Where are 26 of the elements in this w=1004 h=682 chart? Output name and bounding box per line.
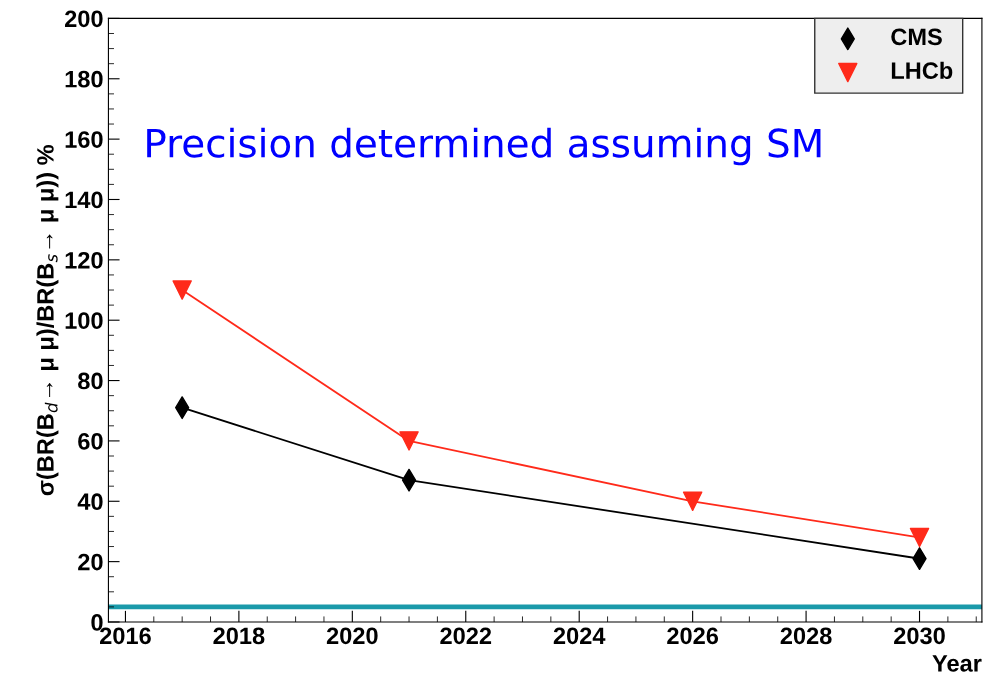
point xyxy=(682,491,703,512)
y-tick-label: 80 xyxy=(78,372,103,390)
x-tick-label: 2024 xyxy=(553,627,606,645)
point xyxy=(172,280,192,300)
legend-label: CMS xyxy=(891,28,942,46)
y-tick-label: 100 xyxy=(65,312,103,329)
y-axis-title: σ(BR(B$_{d}$→ μ μ)/BR(B$_{s}$→ μ μ)) % xyxy=(36,145,59,496)
y-tick-label: 160 xyxy=(65,131,103,148)
legend-label: LHCb xyxy=(891,61,953,80)
y-tick-label: 40 xyxy=(77,493,103,511)
x-tick-label: 2026 xyxy=(667,627,719,645)
y-tick-label: 180 xyxy=(65,70,103,88)
point xyxy=(399,431,419,451)
y-tick-label: 200 xyxy=(65,10,103,28)
x-tick-label: 2020 xyxy=(326,627,378,645)
x-axis-title: Year xyxy=(932,655,982,672)
annotation: Precision determined assuming SM xyxy=(147,127,821,166)
x-tick-label: 2028 xyxy=(780,627,832,645)
y-tick-label: 20 xyxy=(78,553,103,571)
y-tick-label: 120 xyxy=(65,251,103,269)
x-tick-label: 2022 xyxy=(440,627,492,645)
y-tick-label: 140 xyxy=(65,191,103,209)
x-tick-label: 2018 xyxy=(213,627,265,645)
y-tick-label: 60 xyxy=(78,432,103,450)
x-tick-label: 2030 xyxy=(894,627,945,645)
point xyxy=(909,527,930,548)
